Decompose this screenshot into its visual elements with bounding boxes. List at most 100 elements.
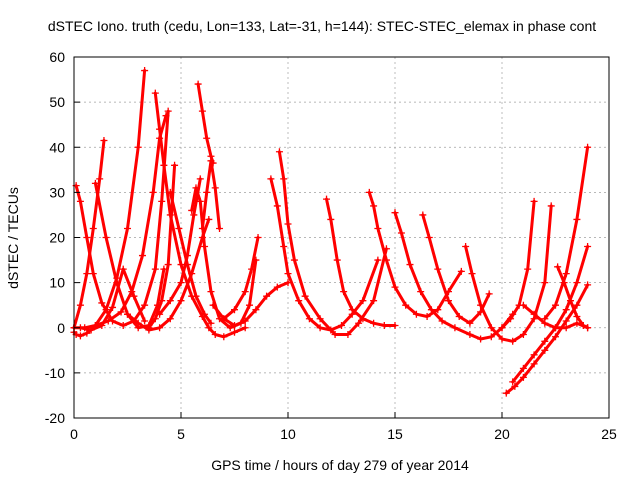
series-pass-y bbox=[498, 197, 538, 332]
data-point bbox=[207, 288, 215, 296]
data-point bbox=[566, 297, 574, 305]
data-point bbox=[248, 265, 256, 273]
series-line bbox=[196, 82, 215, 165]
data-point bbox=[220, 315, 228, 323]
data-point bbox=[573, 319, 581, 327]
data-point bbox=[166, 188, 174, 196]
data-point bbox=[156, 324, 164, 332]
data-point bbox=[76, 197, 84, 205]
data-point bbox=[451, 324, 459, 332]
series-pass-u bbox=[391, 209, 517, 343]
series-pass-n bbox=[198, 157, 224, 232]
data-point bbox=[323, 195, 331, 203]
data-point bbox=[434, 265, 442, 273]
data-point bbox=[562, 324, 570, 332]
data-point bbox=[519, 364, 527, 372]
data-point bbox=[190, 211, 198, 219]
data-point bbox=[455, 312, 463, 320]
y-axis-ticks: -20 -10 0 10 20 30 40 50 60 bbox=[45, 49, 80, 426]
x-axis-label: GPS time / hours of day 279 of year 2014 bbox=[211, 457, 469, 473]
y-tick-label: -20 bbox=[45, 410, 65, 426]
data-point bbox=[338, 321, 345, 329]
data-point bbox=[579, 321, 587, 329]
data-point bbox=[524, 265, 532, 273]
data-point bbox=[359, 297, 367, 305]
data-point bbox=[290, 256, 298, 264]
series-pass-m bbox=[194, 80, 217, 167]
data-point bbox=[196, 175, 204, 183]
data-point bbox=[417, 288, 425, 296]
y-tick-label: 20 bbox=[49, 230, 65, 246]
data-point bbox=[162, 112, 170, 120]
data-point bbox=[340, 288, 348, 296]
data-point bbox=[509, 378, 517, 386]
data-point bbox=[487, 333, 495, 341]
data-point bbox=[402, 301, 410, 309]
data-point bbox=[573, 215, 581, 223]
series-line bbox=[393, 211, 515, 341]
data-point bbox=[468, 270, 476, 278]
data-point bbox=[391, 209, 399, 217]
data-point bbox=[205, 324, 213, 332]
data-point bbox=[427, 306, 435, 314]
data-point bbox=[96, 175, 104, 183]
data-point bbox=[541, 337, 549, 345]
data-point bbox=[477, 301, 485, 309]
y-tick-label: -10 bbox=[45, 365, 65, 381]
data-point bbox=[124, 224, 131, 232]
series-line bbox=[74, 109, 170, 327]
data-point bbox=[201, 310, 209, 318]
data-point bbox=[333, 256, 341, 264]
data-point bbox=[547, 202, 555, 210]
data-point bbox=[530, 197, 538, 205]
data-point bbox=[391, 321, 399, 329]
series-pass-i bbox=[145, 161, 179, 332]
y-axis-label: dSTEC / TECUs bbox=[5, 187, 21, 289]
data-point bbox=[498, 335, 506, 343]
data-point bbox=[406, 261, 414, 269]
data-point bbox=[584, 281, 592, 289]
data-point bbox=[530, 351, 538, 359]
data-point bbox=[541, 346, 549, 354]
data-point bbox=[397, 229, 405, 237]
data-point bbox=[519, 331, 527, 339]
data-point bbox=[98, 299, 106, 307]
data-point bbox=[89, 270, 97, 278]
data-point bbox=[507, 315, 515, 323]
x-tick-label: 20 bbox=[494, 426, 510, 442]
data-point bbox=[98, 321, 106, 329]
data-point bbox=[554, 263, 562, 271]
data-point bbox=[241, 324, 249, 332]
data-point bbox=[280, 175, 288, 183]
y-tick-label: 50 bbox=[49, 94, 65, 110]
series-pass-s bbox=[323, 195, 399, 329]
data-point bbox=[196, 197, 204, 205]
data-point bbox=[160, 161, 168, 169]
data-point bbox=[552, 324, 559, 332]
data-point bbox=[560, 279, 568, 287]
data-point bbox=[316, 324, 324, 332]
chart-title: dSTEC Iono. truth (cedu, Lon=133, Lat=-3… bbox=[48, 18, 596, 34]
data-point bbox=[301, 292, 309, 300]
series-pass-ac bbox=[554, 263, 592, 332]
data-point bbox=[419, 211, 427, 219]
series-line bbox=[464, 204, 553, 343]
data-point bbox=[220, 333, 228, 341]
data-point bbox=[203, 134, 211, 142]
data-point bbox=[211, 331, 219, 339]
data-point bbox=[477, 335, 485, 343]
series-line bbox=[72, 114, 168, 330]
data-point bbox=[83, 270, 91, 278]
y-tick-label: 60 bbox=[49, 49, 65, 65]
data-point bbox=[109, 303, 117, 311]
data-point bbox=[530, 310, 538, 318]
data-point bbox=[149, 188, 157, 196]
data-point bbox=[100, 136, 108, 144]
series-line bbox=[158, 177, 202, 316]
data-point bbox=[485, 290, 493, 298]
data-point bbox=[509, 337, 517, 345]
data-point bbox=[305, 315, 313, 323]
series-pass-r bbox=[275, 148, 390, 339]
data-point bbox=[201, 243, 209, 251]
data-series bbox=[70, 67, 592, 397]
